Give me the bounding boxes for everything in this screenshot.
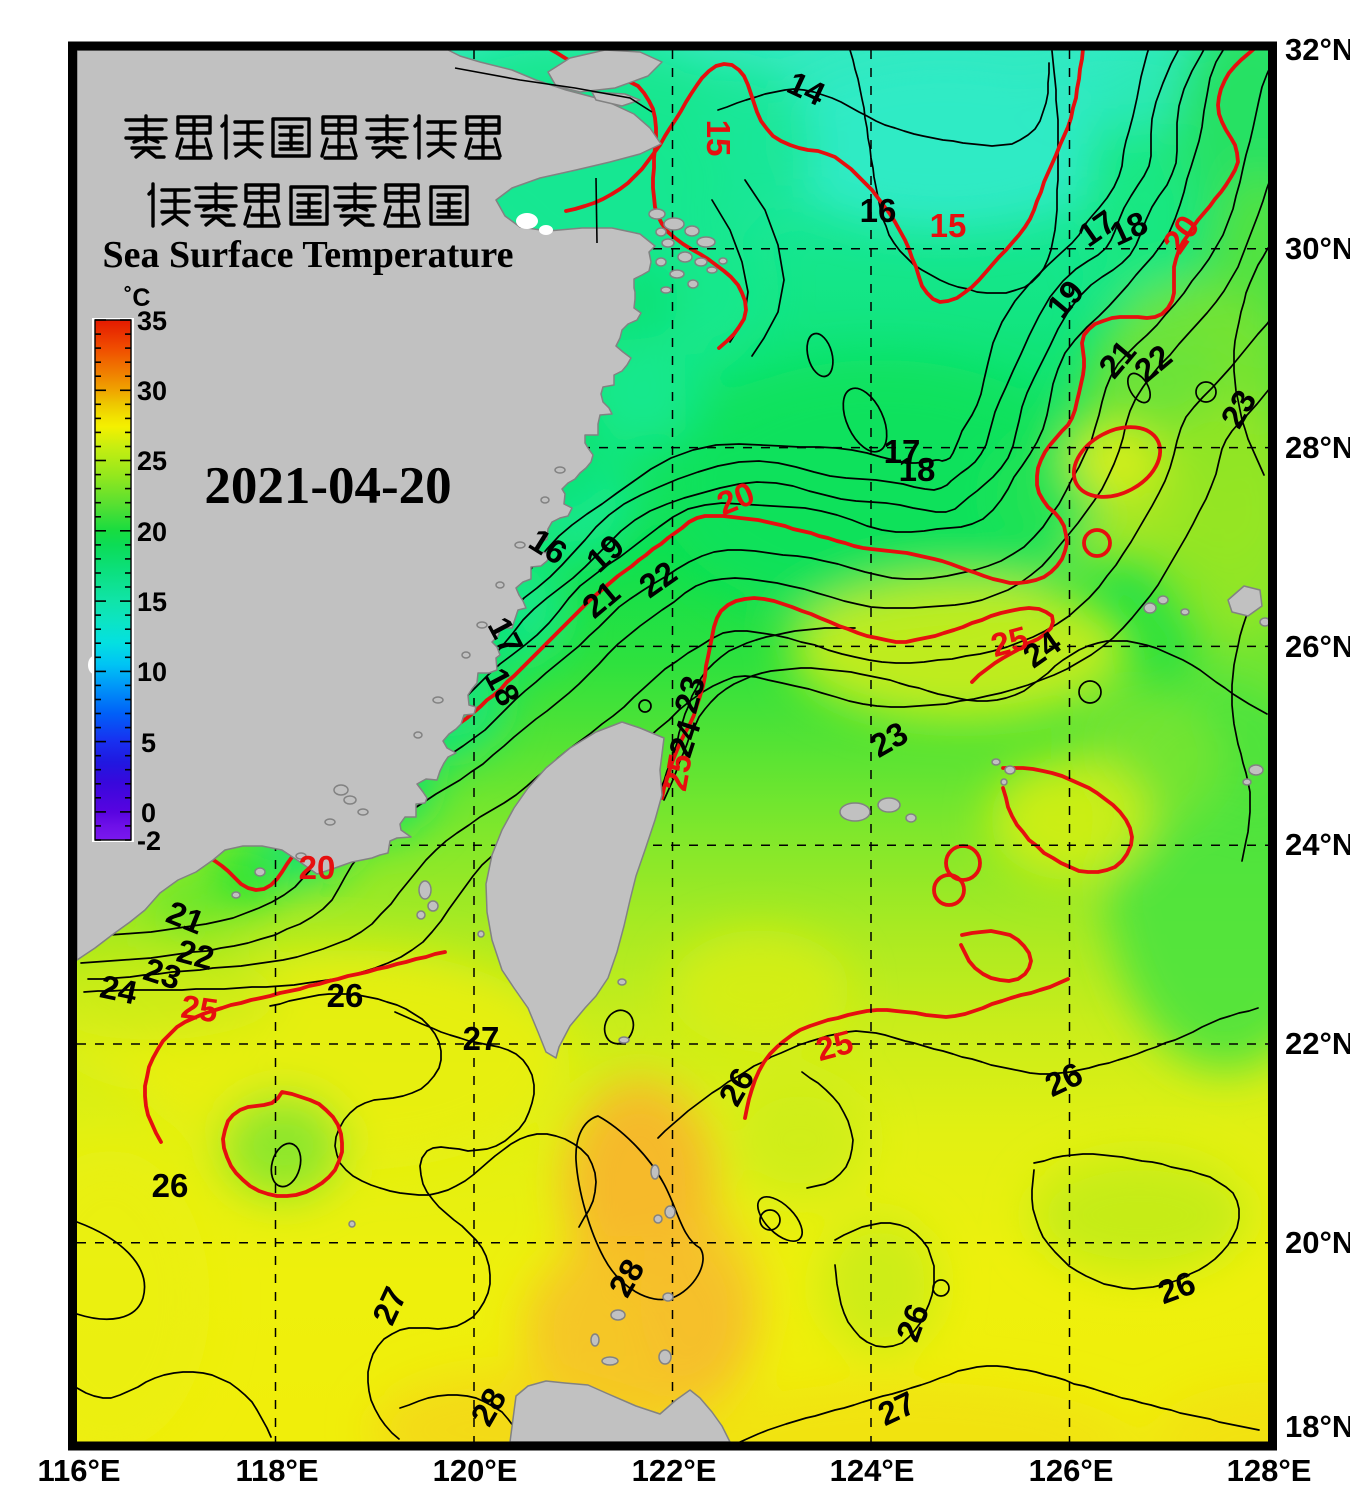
svg-text:10: 10: [137, 657, 167, 687]
svg-text:25: 25: [137, 446, 167, 476]
svg-text:30°N: 30°N: [1285, 231, 1350, 266]
svg-text:15: 15: [930, 207, 967, 244]
svg-text:20: 20: [299, 849, 336, 886]
svg-text:35: 35: [137, 306, 167, 336]
svg-text:32°N: 32°N: [1285, 32, 1350, 67]
svg-text:5: 5: [141, 728, 156, 758]
svg-text:30: 30: [137, 376, 167, 406]
svg-text:116°E: 116°E: [37, 1453, 120, 1488]
svg-text:122°E: 122°E: [632, 1453, 717, 1488]
svg-text:120°E: 120°E: [433, 1453, 518, 1488]
svg-text:26°N: 26°N: [1285, 629, 1350, 664]
svg-text:26: 26: [327, 977, 364, 1014]
svg-text:28°N: 28°N: [1285, 430, 1350, 465]
svg-text:22°N: 22°N: [1285, 1026, 1350, 1061]
svg-text:16: 16: [860, 192, 897, 229]
svg-text:15: 15: [137, 587, 167, 617]
svg-text:˚C: ˚C: [124, 284, 150, 312]
svg-text:118°E: 118°E: [235, 1453, 318, 1488]
svg-text:17: 17: [884, 433, 921, 470]
svg-text:26: 26: [152, 1167, 189, 1204]
svg-text:20: 20: [137, 517, 167, 547]
svg-text:25: 25: [179, 988, 221, 1030]
svg-text:2021-04-20: 2021-04-20: [204, 457, 451, 515]
svg-text:24: 24: [97, 968, 141, 1012]
svg-text:15: 15: [700, 120, 737, 157]
svg-text:27: 27: [463, 1020, 500, 1057]
svg-text:Sea Surface Temperature: Sea Surface Temperature: [103, 234, 514, 276]
svg-text:18°N: 18°N: [1285, 1409, 1350, 1444]
svg-text:126°E: 126°E: [1029, 1453, 1114, 1488]
svg-text:-2: -2: [137, 826, 161, 856]
svg-text:24°N: 24°N: [1285, 827, 1350, 862]
svg-text:25: 25: [656, 751, 699, 794]
svg-text:124°E: 124°E: [830, 1453, 915, 1488]
svg-text:0: 0: [141, 798, 156, 828]
svg-text:128°E: 128°E: [1227, 1453, 1312, 1488]
svg-text:18: 18: [899, 451, 936, 488]
svg-text:20°N: 20°N: [1285, 1225, 1350, 1260]
